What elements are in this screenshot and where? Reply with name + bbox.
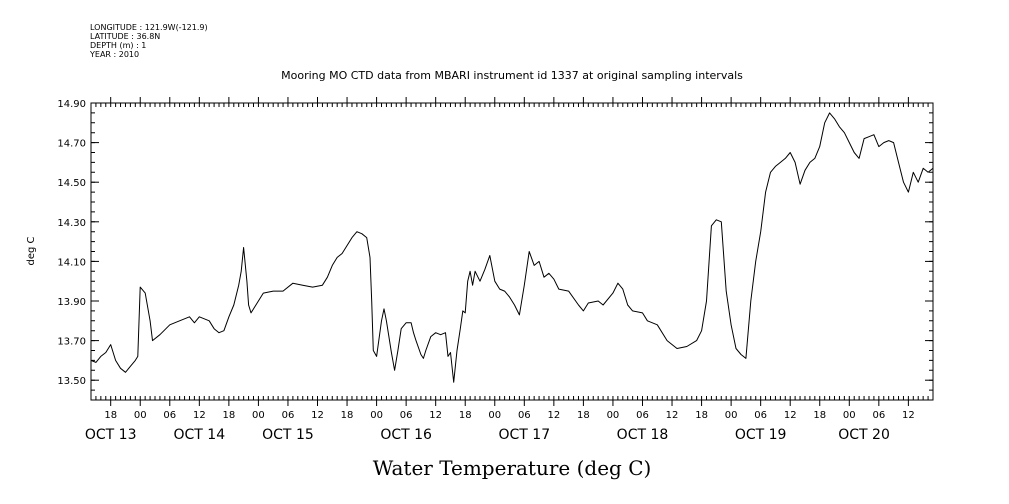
y-axis-label: deg C (26, 236, 37, 265)
x-tick-label: 00 (370, 410, 383, 421)
plot-frame (90, 102, 934, 401)
x-tick-label: 18 (459, 410, 472, 421)
chart-title: Mooring MO CTD data from MBARI instrumen… (281, 69, 743, 82)
x-tick-label: 12 (547, 410, 560, 421)
x-tick-label: 06 (282, 410, 295, 421)
y-tick-label: 13.70 (57, 337, 86, 348)
y-tick-label: 13.50 (57, 376, 86, 387)
x-tick-label: 00 (252, 410, 265, 421)
x-minor-ticks (90, 103, 934, 400)
x-tick-label: 12 (193, 410, 206, 421)
axes-group: 18 00 06 12 18 00 06 12 18 00 06 12 18 00 06 12 18 00 06 12… (57, 97, 934, 443)
longitude-text: LONGITUDE : 121.9W(-121.9) (90, 23, 208, 32)
x-tick-label: 18 (223, 410, 236, 421)
x-tick-label: 00 (488, 410, 501, 421)
depth-text: DEPTH (m) : 1 (90, 41, 146, 50)
x-tick-label: 12 (429, 410, 442, 421)
x-tick-label: 06 (872, 410, 885, 421)
x-day-label: OCT 14 (174, 427, 226, 443)
x-day-label: OCT 16 (380, 427, 432, 443)
year-text: YEAR : 2010 (89, 50, 139, 59)
x-day-label: OCT 17 (498, 427, 550, 443)
plot-area (90, 112, 934, 383)
x-tick-label: 18 (813, 410, 826, 421)
x-tick-label: 18 (104, 410, 117, 421)
temperature-series-line (90, 112, 934, 383)
x-tick-label: 12 (902, 410, 915, 421)
x-tick-label: 06 (636, 410, 649, 421)
x-day-label: OCT 18 (617, 427, 669, 443)
y-tick-label: 14.90 (57, 99, 86, 110)
x-tick-label: 06 (518, 410, 531, 421)
x-tick-label: 00 (607, 410, 620, 421)
x-tick-label: 12 (311, 410, 324, 421)
x-tick-label: 00 (134, 410, 147, 421)
x-tick-label: 12 (784, 410, 797, 421)
x-tick-label: 06 (754, 410, 767, 421)
x-tick-label: 00 (843, 410, 856, 421)
metadata-block: LONGITUDE : 121.9W(-121.9) LATITUDE : 36… (89, 23, 208, 59)
x-day-label: OCT 20 (838, 427, 890, 443)
x-tick-label: 18 (577, 410, 590, 421)
x-tick-label: 18 (341, 410, 354, 421)
x-tick-label: 00 (725, 410, 738, 421)
x-day-label: OCT 19 (735, 427, 787, 443)
y-tick-label: 14.30 (57, 218, 86, 229)
latitude-text: LATITUDE : 36.8N (90, 32, 160, 41)
y-minor-ticks (91, 102, 933, 401)
x-tick-label: 12 (666, 410, 679, 421)
y-tick-label: 14.70 (57, 139, 86, 150)
x-tick-label: 18 (695, 410, 708, 421)
x-day-label: OCT 13 (85, 427, 137, 443)
y-tick-label: 14.10 (57, 257, 86, 268)
x-tick-label: 06 (163, 410, 176, 421)
x-day-label: OCT 15 (262, 427, 314, 443)
x-axis-label: Water Temperature (deg C) (373, 456, 652, 480)
y-tick-label: 14.50 (57, 178, 86, 189)
y-tick-label: 13.90 (57, 297, 86, 308)
x-tick-label: 06 (400, 410, 413, 421)
